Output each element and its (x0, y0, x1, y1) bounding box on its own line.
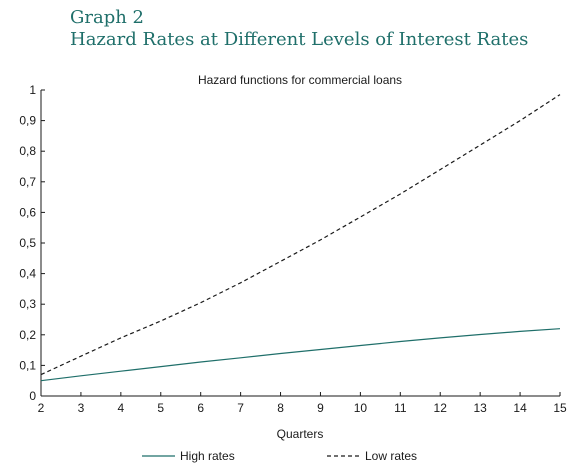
x-tick-label: 5 (157, 401, 164, 415)
x-ticks: 2 3 4 5 6 7 8 9 10 11 12 13 14 15 (38, 392, 567, 415)
x-tick-label: 12 (434, 401, 448, 415)
y-tick-label: 0 (29, 389, 36, 403)
y-tick-label: 0,7 (19, 175, 36, 189)
x-tick-label: 13 (473, 401, 487, 415)
y-ticks: 0 0,1 0,2 0,3 0,4 0,5 0,6 0,7 0,8 0,9 1 (19, 83, 45, 403)
y-tick-label: 0,1 (19, 358, 36, 372)
x-tick-label: 11 (394, 401, 407, 415)
series-lines (40, 94, 561, 382)
x-tick-label: 7 (237, 401, 244, 415)
series-line-low-rates (40, 94, 561, 376)
y-tick-label: 0,8 (19, 144, 36, 158)
legend-label-low-rates: Low rates (365, 449, 417, 463)
chart-title: Hazard functions for commercial loans (198, 73, 402, 87)
x-axis-label: Quarters (277, 427, 324, 441)
legend: High rates Low rates (142, 449, 417, 463)
y-tick-label: 0,9 (19, 114, 36, 128)
x-tick-label: 3 (78, 401, 85, 415)
y-tick-label: 0,5 (19, 236, 36, 250)
y-tick-label: 0,3 (19, 297, 36, 311)
chart-header: Graph 2 Hazard Rates at Different Levels… (70, 7, 528, 51)
y-tick-label: 0,4 (19, 267, 36, 281)
graph-title: Hazard Rates at Different Levels of Inte… (70, 29, 529, 50)
y-tick-label: 0,2 (19, 328, 36, 342)
y-tick-label: 1 (29, 83, 36, 97)
graph-number: Graph 2 (70, 7, 145, 28)
x-tick-label: 9 (317, 401, 324, 415)
x-tick-label: 10 (354, 401, 368, 415)
x-tick-label: 4 (118, 401, 125, 415)
y-tick-label: 0,6 (19, 205, 36, 219)
x-tick-label: 8 (277, 401, 284, 415)
x-tick-label: 15 (553, 401, 567, 415)
x-tick-label: 6 (197, 401, 204, 415)
x-tick-label: 2 (38, 401, 45, 415)
series-line-high-rates (40, 328, 561, 382)
x-tick-label: 14 (513, 401, 527, 415)
legend-label-high-rates: High rates (180, 449, 235, 463)
